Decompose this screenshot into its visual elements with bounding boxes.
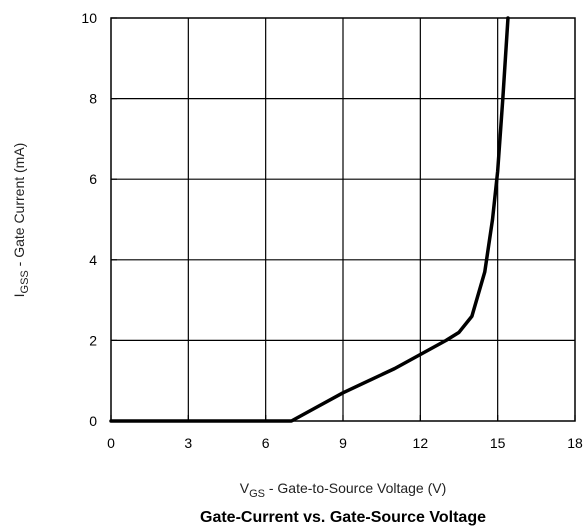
x-tick-label: 9 [339, 435, 347, 451]
chart-title: Gate-Current vs. Gate-Source Voltage [200, 509, 486, 526]
x-tick-label: 18 [567, 435, 583, 451]
x-tick-label: 3 [184, 435, 192, 451]
y-tick-label: 6 [89, 171, 97, 187]
y-tick-labels: 0 2 4 6 8 10 [81, 10, 97, 429]
y-tick-label: 10 [81, 10, 97, 26]
x-tick-label: 15 [490, 435, 506, 451]
x-tick-labels: 0 3 6 9 12 15 18 [107, 435, 583, 451]
y-axis-label: IGSS - Gate Current (mA) [11, 143, 31, 298]
x-axis-label: VGS - Gate-to-Source Voltage (V) [240, 480, 447, 500]
y-tick-label: 4 [89, 252, 97, 268]
x-tick-label: 0 [107, 435, 115, 451]
plot-area-frame [110, 17, 576, 422]
y-tick-label: 2 [89, 332, 97, 348]
y-tick-label: 8 [89, 91, 97, 107]
x-tick-label: 12 [413, 435, 429, 451]
x-tick-label: 6 [262, 435, 270, 451]
series-line [109, 16, 510, 423]
y-tick-label: 0 [89, 413, 97, 429]
